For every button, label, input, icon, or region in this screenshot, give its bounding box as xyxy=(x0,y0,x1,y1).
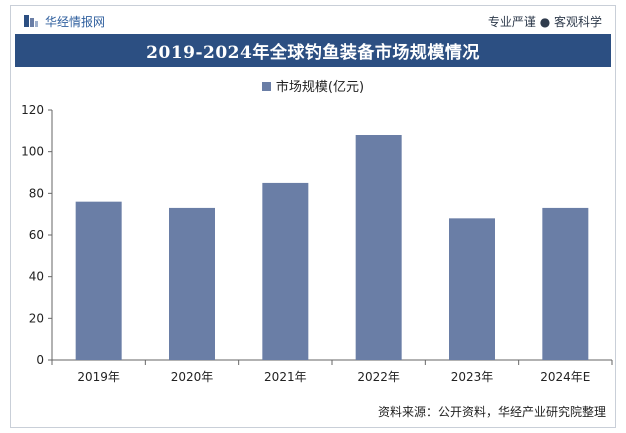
bar xyxy=(169,207,215,360)
chart-legend: 市场规模(亿元) xyxy=(0,76,626,95)
x-tick-label: 2019年 xyxy=(77,370,120,384)
y-tick-label: 40 xyxy=(29,270,44,284)
y-tick-label: 100 xyxy=(21,145,44,159)
bar xyxy=(449,218,495,360)
logo-icon xyxy=(24,15,38,27)
x-tick-label: 2024年E xyxy=(540,370,590,384)
chart-title: 2019-2024年全球钓鱼装备市场规模情况 xyxy=(146,43,480,63)
header-bar: 华经情报网 专业严谨 ● 客观科学 xyxy=(10,5,616,35)
y-tick-label: 20 xyxy=(29,311,44,325)
bar xyxy=(75,201,122,360)
x-tick-label: 2020年 xyxy=(171,370,214,384)
tagline: 专业严谨 ● 客观科学 xyxy=(487,15,602,29)
x-tick-label: 2021年 xyxy=(264,370,307,384)
y-tick-label: 60 xyxy=(29,228,44,242)
bar xyxy=(542,207,589,360)
x-tick-label: 2022年 xyxy=(357,370,400,384)
x-tick-label: 2023年 xyxy=(451,370,494,384)
title-band: 2019-2024年全球钓鱼装备市场规模情况 xyxy=(15,34,611,67)
y-tick-label: 80 xyxy=(29,186,44,200)
source-note: 资料来源：公开资料，华经产业研究院整理 xyxy=(377,405,606,419)
bar xyxy=(262,182,309,360)
legend-swatch xyxy=(261,82,271,91)
legend-label: 市场规模(亿元) xyxy=(275,80,365,95)
y-tick-label: 0 xyxy=(36,353,44,367)
y-tick-label: 120 xyxy=(21,103,44,117)
bar xyxy=(355,135,402,360)
logo-text: 华经情报网 xyxy=(45,15,106,29)
